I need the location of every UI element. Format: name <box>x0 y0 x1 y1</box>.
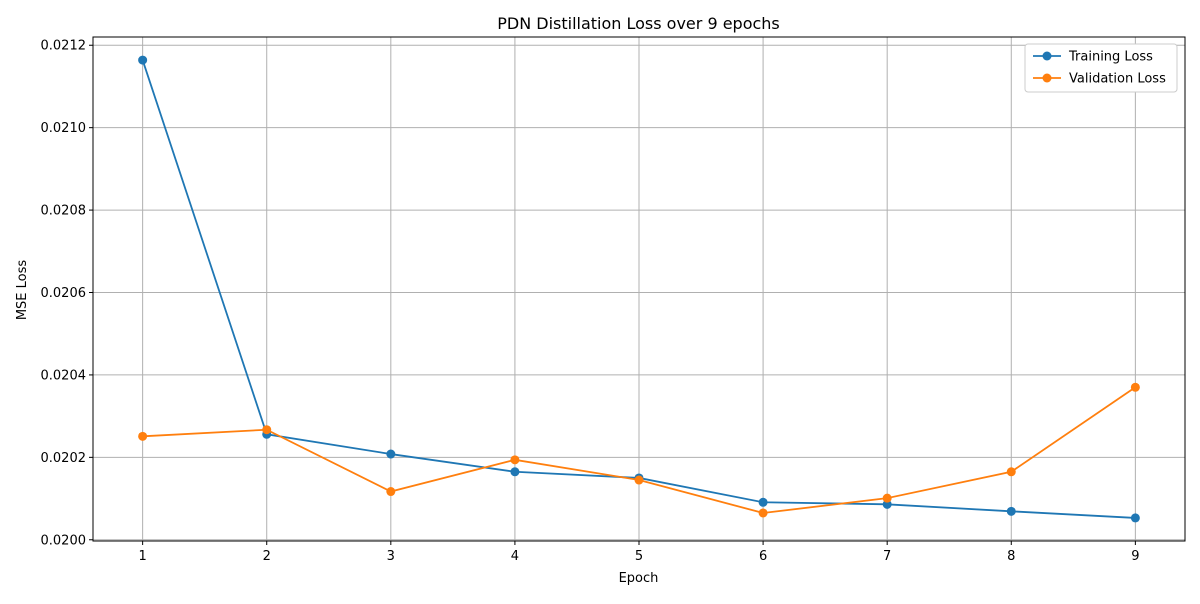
data-point <box>1006 467 1016 477</box>
data-point <box>1130 382 1140 392</box>
chart-title: PDN Distillation Loss over 9 epochs <box>497 14 780 33</box>
data-point <box>510 467 520 477</box>
x-tick-label: 4 <box>511 549 519 564</box>
x-tick-label: 6 <box>759 549 767 564</box>
grid <box>93 37 1185 541</box>
legend-marker <box>1042 51 1052 61</box>
x-tick-label: 3 <box>387 549 395 564</box>
y-tick-label: 0.0212 <box>41 39 87 54</box>
data-point <box>386 449 396 459</box>
legend-item: Training Loss <box>1033 50 1153 65</box>
legend-label: Training Loss <box>1068 50 1153 65</box>
x-tick-label: 1 <box>138 549 146 564</box>
data-point <box>138 55 148 65</box>
data-point <box>758 497 768 507</box>
x-tick-label: 9 <box>1131 549 1139 564</box>
y-tick-label: 0.0208 <box>41 204 87 219</box>
y-axis-label: MSE Loss <box>15 260 30 321</box>
legend: Training Loss Validation Loss <box>1024 43 1178 93</box>
data-point <box>1130 513 1140 523</box>
data-point <box>634 475 644 485</box>
data-point <box>882 493 892 503</box>
legend-marker <box>1042 73 1052 83</box>
data-point <box>758 508 768 518</box>
data-point <box>386 487 396 497</box>
y-tick-label: 0.0200 <box>41 533 87 548</box>
data-point <box>510 455 520 465</box>
series-lines <box>138 55 1140 523</box>
legend-box <box>1024 43 1178 93</box>
data-point <box>882 499 892 509</box>
x-tick-label: 2 <box>263 549 271 564</box>
x-axis-label: Epoch <box>619 571 659 586</box>
ticks: 1 2 3 4 5 6 7 8 9 0.0200 0.0202 0.0204 0.0206 0.0208 0… <box>41 39 1140 564</box>
x-tick-label: 8 <box>1007 549 1015 564</box>
y-tick-label: 0.0206 <box>41 286 87 301</box>
y-tick-label: 0.0204 <box>41 368 87 383</box>
series-validation-loss <box>138 382 1140 518</box>
data-point <box>1006 506 1016 516</box>
data-point <box>138 431 148 441</box>
y-tick-label: 0.0202 <box>41 451 87 466</box>
legend-item: Validation Loss <box>1033 72 1166 87</box>
x-tick-label: 5 <box>635 549 643 564</box>
x-tick-label: 7 <box>883 549 891 564</box>
data-point <box>262 425 272 435</box>
legend-label: Validation Loss <box>1069 72 1166 87</box>
y-tick-label: 0.0210 <box>41 121 87 136</box>
